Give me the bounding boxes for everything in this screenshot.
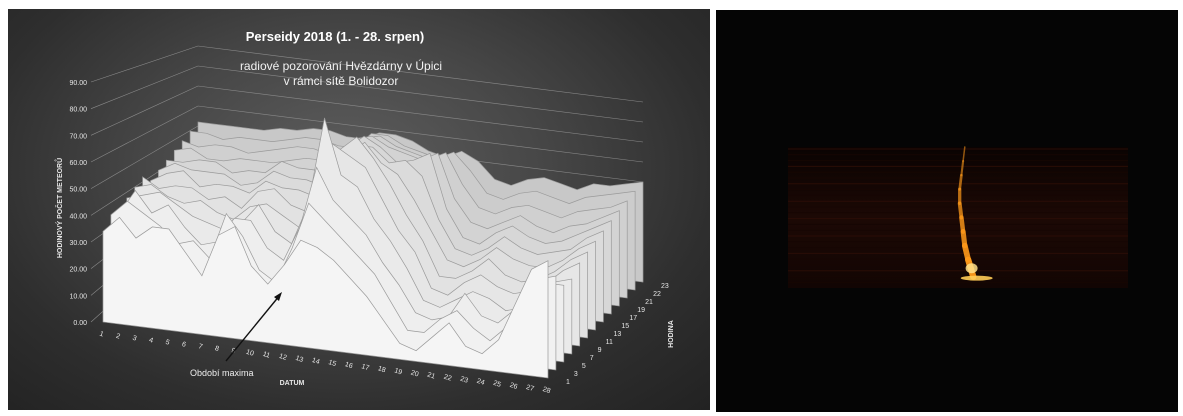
x-tick-label: 20 bbox=[410, 369, 420, 378]
chart-title: Perseidy 2018 (1. - 28. srpen) bbox=[246, 29, 424, 44]
z-tick-label: 1 bbox=[566, 379, 570, 386]
z-axis-title: HODINA bbox=[668, 320, 675, 348]
gridline-back bbox=[197, 45, 644, 103]
x-tick-label: 18 bbox=[377, 365, 387, 374]
x-tick-label: 3 bbox=[131, 335, 137, 343]
perseids-3d-chart: 0.00 10.00 20.00 30.00 40.00 50.00 60.00 70.00 8… bbox=[54, 29, 675, 395]
y-tick-label: 50.00 bbox=[69, 187, 87, 194]
x-tick-label: 6 bbox=[181, 341, 187, 349]
gridline-back bbox=[197, 105, 644, 163]
z-tick-label: 23 bbox=[661, 283, 669, 290]
x-tick-label: 28 bbox=[542, 386, 552, 395]
y-tick-label: 10.00 bbox=[69, 293, 87, 300]
meteor-trail bbox=[957, 146, 993, 281]
x-tick-label: 17 bbox=[360, 363, 370, 372]
x-tick-label: 5 bbox=[164, 339, 170, 347]
z-tick-label: 9 bbox=[598, 347, 602, 354]
z-tick-label: 13 bbox=[614, 331, 622, 338]
annotation-label: Období maxima bbox=[190, 368, 254, 378]
z-tick-label: 19 bbox=[637, 307, 645, 314]
gridline-left bbox=[90, 45, 199, 83]
x-tick-label: 7 bbox=[197, 343, 203, 351]
meteor-trail-head bbox=[960, 275, 993, 281]
meteor-trail-segment bbox=[957, 201, 964, 220]
y-tick-label: 60.00 bbox=[69, 160, 87, 167]
x-tick-label: 4 bbox=[148, 337, 154, 345]
x-tick-label: 2 bbox=[115, 333, 121, 341]
y-tick-label: 0.00 bbox=[73, 320, 87, 327]
surface-layer bbox=[102, 117, 644, 379]
annotation-arrowhead bbox=[274, 292, 282, 301]
z-tick-label: 11 bbox=[606, 339, 613, 346]
chart-panel: 0.00 10.00 20.00 30.00 40.00 50.00 60.00 70.00 8… bbox=[8, 9, 710, 410]
tick-layer: 0.00 10.00 20.00 30.00 40.00 50.00 60.00 70.00 8… bbox=[69, 80, 668, 395]
meteor-spectrogram bbox=[788, 146, 1128, 288]
z-tick-label: 17 bbox=[629, 315, 637, 322]
x-tick-label: 22 bbox=[443, 374, 453, 383]
x-tick-label: 14 bbox=[311, 357, 321, 366]
gridline-back bbox=[197, 85, 644, 143]
spectrogram-scanlines bbox=[788, 148, 1128, 283]
y-tick-label: 20.00 bbox=[69, 267, 87, 274]
gridline-back bbox=[197, 65, 644, 123]
x-tick-label: 19 bbox=[393, 367, 403, 376]
x-tick-label: 13 bbox=[294, 355, 304, 364]
x-tick-label: 10 bbox=[245, 349, 255, 358]
y-tick-label: 70.00 bbox=[69, 133, 87, 140]
surface-series-1 bbox=[102, 216, 549, 379]
x-axis-title: DATUM bbox=[280, 380, 305, 387]
y-tick-label: 30.00 bbox=[69, 240, 87, 247]
x-tick-label: 1 bbox=[99, 331, 105, 339]
x-tick-label: 12 bbox=[278, 353, 288, 362]
gridline-left bbox=[90, 85, 199, 136]
x-tick-label: 16 bbox=[344, 361, 354, 370]
x-tick-label: 25 bbox=[492, 380, 502, 389]
z-tick-label: 22 bbox=[653, 291, 661, 298]
z-tick-label: 21 bbox=[645, 299, 653, 306]
spectrogram-panel bbox=[716, 10, 1178, 412]
x-tick-label: 21 bbox=[426, 372, 436, 381]
y-axis-title: HODINOVÝ POČET METEORŮ bbox=[54, 158, 64, 258]
chart-subtitle-line-1: radiové pozorování Hvězdárny v Úpici bbox=[240, 58, 442, 73]
gridline-left bbox=[90, 65, 199, 109]
x-tick-label: 26 bbox=[509, 382, 519, 391]
x-tick-label: 23 bbox=[459, 376, 469, 385]
meteor-trail-segment bbox=[958, 173, 963, 191]
spectrogram-band bbox=[788, 147, 1128, 288]
gridline-left bbox=[90, 125, 199, 189]
x-tick-label: 24 bbox=[476, 378, 486, 387]
x-tick-label: 15 bbox=[327, 359, 337, 368]
y-tick-label: 80.00 bbox=[69, 107, 87, 114]
z-tick-label: 3 bbox=[574, 371, 578, 378]
x-tick-label: 11 bbox=[262, 351, 271, 360]
meteor-trail-segment bbox=[962, 146, 966, 162]
y-tick-label: 90.00 bbox=[69, 80, 87, 87]
meteor-trail-glow bbox=[965, 263, 978, 274]
gridline-left bbox=[90, 105, 199, 163]
chart-subtitle-line-2: v rámci sítě Bolidozor bbox=[284, 74, 399, 88]
x-tick-label: 27 bbox=[525, 384, 535, 393]
y-tick-label: 40.00 bbox=[69, 213, 87, 220]
z-tick-label: 5 bbox=[582, 363, 586, 370]
annotation-arrow bbox=[225, 294, 281, 362]
z-tick-label: 7 bbox=[590, 355, 594, 362]
x-tick-label: 8 bbox=[214, 345, 220, 353]
meteor-trail-segment bbox=[960, 160, 965, 177]
z-tick-label: 15 bbox=[621, 323, 629, 330]
